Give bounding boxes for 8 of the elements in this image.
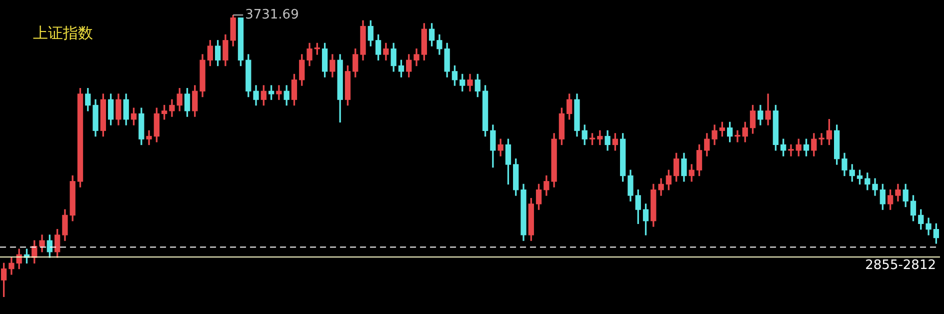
candlestick bbox=[734, 130, 740, 142]
candlestick bbox=[818, 133, 824, 146]
candlestick bbox=[276, 85, 282, 100]
candlestick bbox=[146, 130, 152, 146]
candlestick bbox=[788, 144, 794, 156]
text: 上证指数 bbox=[33, 24, 93, 43]
annotation: 2855-2812 bbox=[865, 258, 936, 273]
annotation: 3731.69 bbox=[245, 7, 299, 22]
